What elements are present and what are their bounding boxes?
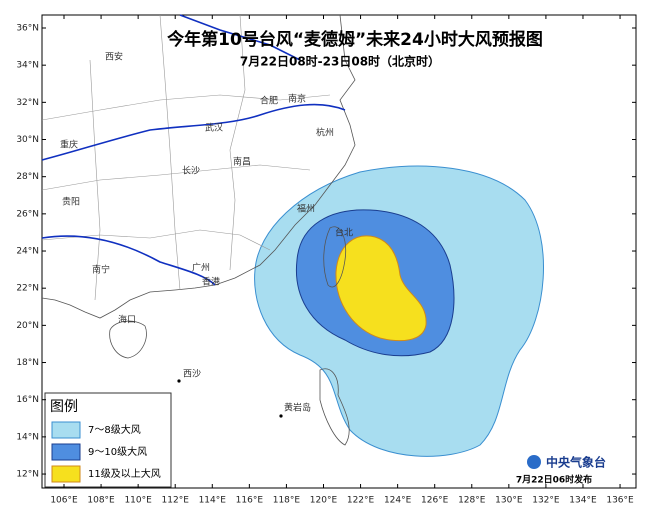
- coastline: [41, 14, 356, 446]
- lon-label: 132°E: [532, 496, 560, 506]
- lat-label: 34°N: [16, 61, 39, 71]
- lat-label: 18°N: [16, 358, 39, 368]
- rivers: [41, 14, 346, 286]
- city-label: 西安: [105, 51, 123, 63]
- legend-swatch: [51, 443, 81, 461]
- city-label: 贵阳: [62, 196, 80, 208]
- city-label: 重庆: [60, 139, 78, 151]
- city-label: 南宁: [92, 264, 110, 276]
- city-label: 杭州: [316, 127, 334, 139]
- lon-label: 126°E: [421, 496, 449, 506]
- lon-label: 106°E: [50, 496, 78, 506]
- lat-label: 26°N: [16, 209, 39, 219]
- city-label: 南京: [288, 93, 306, 105]
- lon-label: 130°E: [495, 496, 523, 506]
- lat-label: 20°N: [16, 321, 39, 331]
- lon-label: 124°E: [384, 496, 412, 506]
- lon-label: 116°E: [236, 496, 264, 506]
- lat-label: 36°N: [16, 24, 39, 34]
- legend-label: 7～8级大风: [88, 423, 141, 436]
- legend-swatch: [51, 465, 81, 483]
- wind-zone-11: [335, 235, 427, 342]
- lon-label: 112°E: [162, 496, 190, 506]
- legend-swatch: [51, 421, 81, 439]
- city-label: 福州: [297, 203, 315, 215]
- lon-label: 128°E: [458, 496, 486, 506]
- legend-label: 9～10级大风: [88, 445, 147, 458]
- axis-ticks: 36°N 34°N 32°N 30°N 28°N 26°N 24°N 22°N 20°N 18°N…: [16, 15, 636, 506]
- lat-label: 24°N: [16, 247, 39, 257]
- city-label: 长沙: [182, 165, 200, 177]
- subtitle: 7月22日08时-23日08时（北京时）: [240, 54, 440, 69]
- legend-title: 图例: [50, 399, 78, 415]
- legend-label: 11级及以上大风: [88, 467, 161, 480]
- lon-label: 120°E: [310, 496, 338, 506]
- city-label: 西沙: [183, 369, 201, 380]
- lat-label: 14°N: [16, 432, 39, 442]
- province-borders: [41, 14, 331, 301]
- lat-label: 30°N: [16, 135, 39, 145]
- lat-label: 22°N: [16, 284, 39, 294]
- city-label: 海口: [118, 314, 136, 326]
- lat-label: 28°N: [16, 172, 39, 182]
- city-label: 广州: [192, 262, 210, 274]
- agency-logo: [527, 455, 541, 469]
- lat-label: 12°N: [16, 470, 39, 480]
- lon-label: 122°E: [347, 496, 375, 506]
- city-dots: [177, 379, 283, 418]
- city-label: 香港: [202, 276, 220, 288]
- city-label: 台北: [335, 227, 353, 239]
- lat-label: 32°N: [16, 98, 39, 108]
- lon-label: 114°E: [199, 496, 227, 506]
- lat-label: 16°N: [16, 395, 39, 405]
- city-label: 合肥: [260, 95, 278, 107]
- lon-label: 108°E: [87, 496, 115, 506]
- lon-label: 118°E: [273, 496, 301, 506]
- city-label: 南昌: [233, 156, 251, 168]
- lon-label: 134°E: [569, 496, 597, 506]
- city-label: 武汉: [205, 122, 223, 134]
- title: 今年第10号台风“麦德姆”未来24小时大风预报图: [167, 29, 543, 50]
- lon-label: 110°E: [124, 496, 152, 506]
- city-label: 黄岩岛: [284, 402, 311, 414]
- agency: 中央气象台: [546, 455, 606, 470]
- lon-label: 136°E: [606, 496, 634, 506]
- legend: 图例 7～8级大风 9～10级大风 11级及以上大风: [44, 392, 172, 488]
- issue-time: 7月22日06时发布: [516, 474, 592, 486]
